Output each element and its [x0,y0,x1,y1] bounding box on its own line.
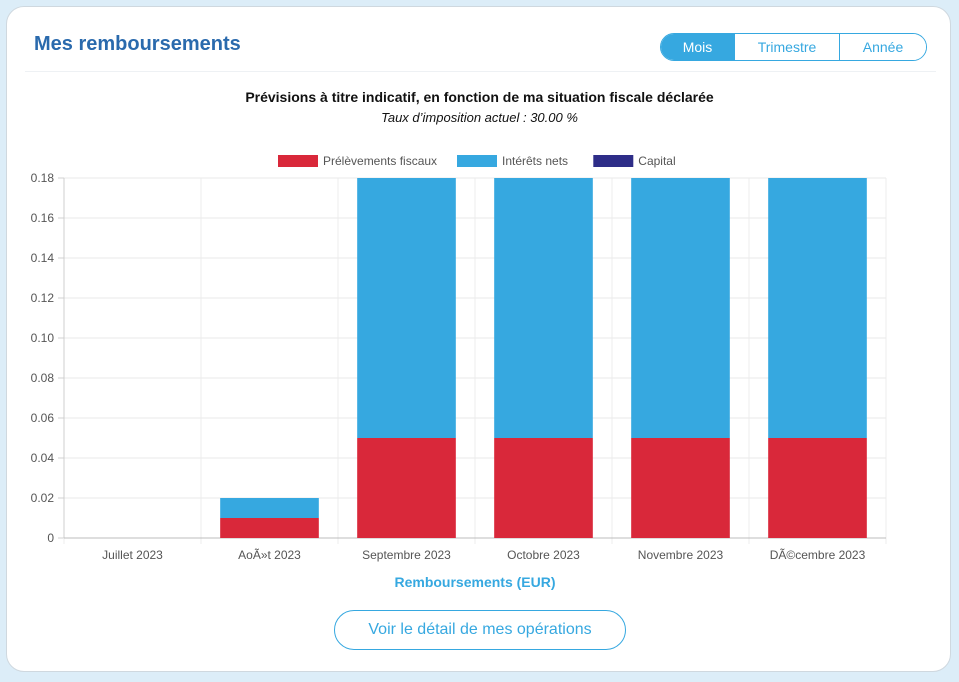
bar-pr-l-vements-fiscaux[interactable] [768,438,867,538]
x-tick-label: Juillet 2023 [102,548,163,562]
legend-label: Capital [638,154,675,168]
x-axis-title: Remboursements (EUR) [394,574,555,590]
bar-pr-l-vements-fiscaux[interactable] [494,438,593,538]
repayments-chart: 0 0.02 0.04 0.06 0.08 0.10 0.12 0.14 0.16 0.18 Jui… [31,154,887,590]
bar-int-r-ts-nets[interactable] [220,498,319,518]
legend-label: Prélèvements fiscaux [323,154,437,168]
x-tick-label: Octobre 2023 [507,548,580,562]
legend-swatch [278,155,318,167]
forecast-notice: Prévisions à titre indicatif, en fonctio… [245,89,714,105]
period-tabs: Mois Trimestre Année [660,33,927,61]
tax-rate-notice: Taux d’imposition actuel : 30.00 % [381,110,578,125]
tab-annee[interactable]: Année [839,34,926,60]
x-tick-label: Septembre 2023 [362,548,451,562]
bar-int-r-ts-nets[interactable] [768,178,867,438]
repayments-card: Mes remboursements Mois Trimestre Année … [6,6,951,672]
bar-pr-l-vements-fiscaux[interactable] [357,438,456,538]
legend-label: Intérêts nets [502,154,568,168]
y-tick-label: 0.06 [31,411,55,425]
y-tick-label: 0.16 [31,211,55,225]
x-tick-label: AoÃ»t 2023 [238,548,301,562]
bar-int-r-ts-nets[interactable] [631,178,730,438]
y-tick-label: 0 [47,531,54,545]
legend-swatch [593,155,634,167]
y-tick-label: 0.14 [31,251,55,265]
y-tick-label: 0.04 [31,451,55,465]
bar-pr-l-vements-fiscaux[interactable] [631,438,730,538]
y-tick-label: 0.10 [31,331,55,345]
y-tick-label: 0.12 [31,291,55,305]
tab-trimestre[interactable]: Trimestre [734,34,839,60]
y-tick-label: 0.18 [31,171,55,185]
header-divider [25,71,936,72]
bar-pr-l-vements-fiscaux[interactable] [220,518,319,538]
y-tick-label: 0.08 [31,371,55,385]
card-title: Mes remboursements [34,33,241,55]
x-tick-label: DÃ©cembre 2023 [770,548,866,562]
x-tick-label: Novembre 2023 [638,548,724,562]
tab-mois[interactable]: Mois [661,34,734,60]
y-tick-label: 0.02 [31,491,55,505]
bar-int-r-ts-nets[interactable] [494,178,593,438]
bar-int-r-ts-nets[interactable] [357,178,456,438]
legend-swatch [457,155,497,167]
view-operations-button[interactable]: Voir le détail de mes opérations [334,610,626,650]
